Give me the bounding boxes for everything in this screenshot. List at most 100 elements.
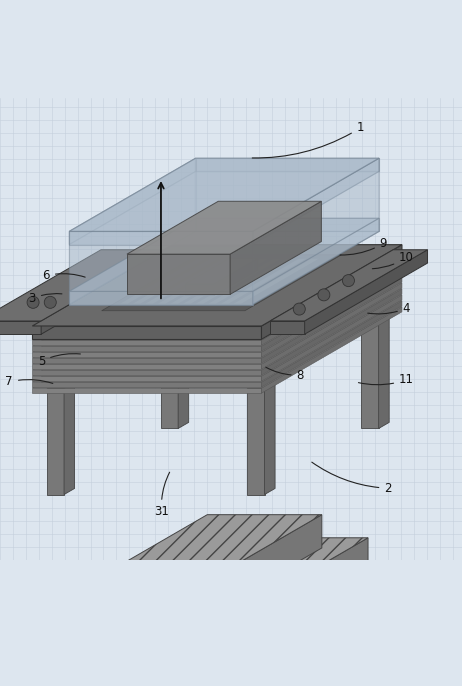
Polygon shape xyxy=(379,316,389,429)
Polygon shape xyxy=(232,258,320,304)
Text: 10: 10 xyxy=(372,251,414,269)
Polygon shape xyxy=(69,158,379,231)
Polygon shape xyxy=(261,289,402,375)
Polygon shape xyxy=(32,289,402,370)
Polygon shape xyxy=(127,201,322,254)
Polygon shape xyxy=(69,231,379,305)
Polygon shape xyxy=(69,231,379,305)
Polygon shape xyxy=(185,284,214,296)
Polygon shape xyxy=(247,382,275,388)
Polygon shape xyxy=(261,300,402,387)
Polygon shape xyxy=(32,259,402,340)
Circle shape xyxy=(318,289,330,301)
Polygon shape xyxy=(64,382,74,495)
Polygon shape xyxy=(0,250,164,321)
Polygon shape xyxy=(69,218,196,305)
Polygon shape xyxy=(261,271,402,357)
Text: 6: 6 xyxy=(43,269,85,282)
Polygon shape xyxy=(230,201,322,294)
Polygon shape xyxy=(41,250,164,334)
Polygon shape xyxy=(47,650,261,683)
Polygon shape xyxy=(47,563,411,650)
Polygon shape xyxy=(70,538,368,611)
Polygon shape xyxy=(361,316,389,322)
Polygon shape xyxy=(261,245,402,340)
Polygon shape xyxy=(220,258,308,304)
Polygon shape xyxy=(247,388,265,495)
Polygon shape xyxy=(69,218,379,292)
Circle shape xyxy=(293,303,305,315)
Polygon shape xyxy=(270,250,427,321)
Polygon shape xyxy=(32,376,261,381)
Polygon shape xyxy=(196,158,379,172)
Polygon shape xyxy=(32,271,402,352)
Polygon shape xyxy=(127,254,230,294)
Polygon shape xyxy=(182,258,270,304)
Polygon shape xyxy=(253,158,379,244)
Polygon shape xyxy=(253,158,379,305)
Polygon shape xyxy=(157,258,245,304)
Polygon shape xyxy=(32,364,261,369)
Polygon shape xyxy=(144,258,232,304)
Polygon shape xyxy=(207,258,295,304)
Polygon shape xyxy=(69,172,379,244)
Polygon shape xyxy=(69,231,253,244)
Polygon shape xyxy=(161,322,178,429)
Circle shape xyxy=(342,274,354,287)
Text: 8: 8 xyxy=(266,367,304,381)
Polygon shape xyxy=(69,231,253,305)
Polygon shape xyxy=(32,265,402,346)
Text: 3: 3 xyxy=(29,292,62,305)
Polygon shape xyxy=(214,259,258,296)
Polygon shape xyxy=(261,259,402,345)
Polygon shape xyxy=(47,382,74,388)
Polygon shape xyxy=(196,158,379,231)
Polygon shape xyxy=(69,158,379,231)
Text: 11: 11 xyxy=(359,373,414,386)
Polygon shape xyxy=(69,292,253,305)
Polygon shape xyxy=(178,316,188,429)
Polygon shape xyxy=(196,218,379,231)
Polygon shape xyxy=(32,295,402,376)
Polygon shape xyxy=(32,358,261,364)
Polygon shape xyxy=(69,158,196,244)
Polygon shape xyxy=(32,326,261,340)
Polygon shape xyxy=(261,277,402,364)
Polygon shape xyxy=(0,321,41,334)
Polygon shape xyxy=(32,307,402,388)
Text: 4: 4 xyxy=(368,302,410,315)
Polygon shape xyxy=(270,321,304,334)
Circle shape xyxy=(44,296,56,308)
Text: 31: 31 xyxy=(154,472,170,518)
Polygon shape xyxy=(253,218,379,305)
Polygon shape xyxy=(361,322,379,429)
Polygon shape xyxy=(69,158,196,305)
Text: 1: 1 xyxy=(252,121,364,158)
Polygon shape xyxy=(265,382,275,495)
Text: 5: 5 xyxy=(38,354,80,368)
Polygon shape xyxy=(32,300,402,382)
Polygon shape xyxy=(242,538,368,644)
Polygon shape xyxy=(32,370,261,375)
Polygon shape xyxy=(32,245,402,326)
Polygon shape xyxy=(32,277,402,358)
Polygon shape xyxy=(170,258,257,304)
Polygon shape xyxy=(32,388,261,393)
Polygon shape xyxy=(119,258,207,304)
Polygon shape xyxy=(47,388,64,495)
Polygon shape xyxy=(261,283,402,369)
Polygon shape xyxy=(70,611,242,644)
Polygon shape xyxy=(32,352,261,357)
Text: 9: 9 xyxy=(340,237,387,255)
Polygon shape xyxy=(32,382,261,387)
Polygon shape xyxy=(111,514,322,571)
Polygon shape xyxy=(161,316,188,322)
Polygon shape xyxy=(261,265,402,351)
Polygon shape xyxy=(304,250,427,334)
Polygon shape xyxy=(132,258,219,304)
Polygon shape xyxy=(261,563,411,683)
Circle shape xyxy=(27,296,39,308)
Polygon shape xyxy=(261,295,402,381)
Polygon shape xyxy=(102,255,341,311)
Text: 2: 2 xyxy=(312,462,392,495)
